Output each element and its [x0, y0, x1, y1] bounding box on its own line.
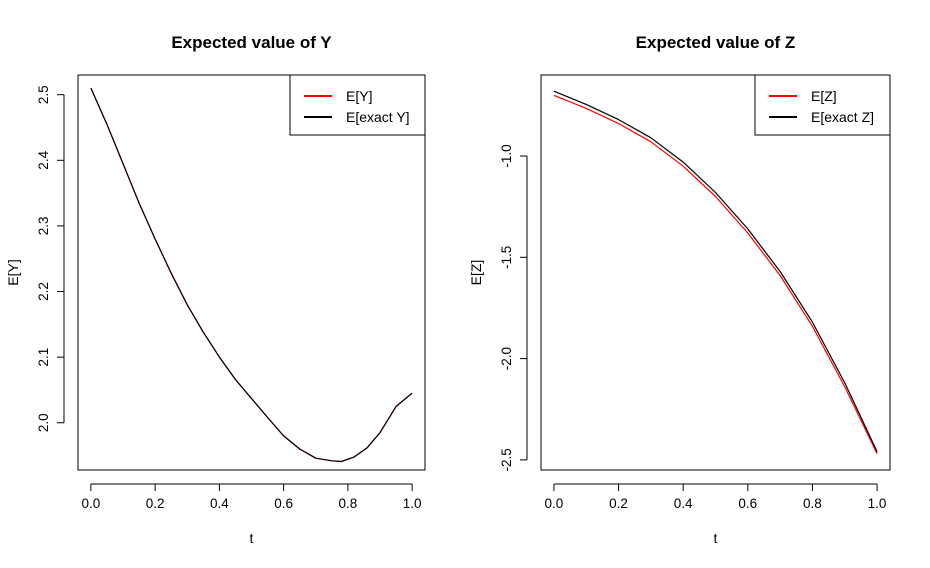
x-tick-label: 1.0 [403, 496, 422, 511]
chart-panel-1: Expected value of Y 0.0 0.2 0.4 0.6 0.8 1.0 2.0… [5, 33, 426, 546]
x-tick-label: 0.0 [81, 496, 100, 511]
x-tick-label: 1.0 [868, 496, 887, 511]
series-line-1 [90, 87, 413, 463]
x-tick-label: 0.4 [210, 496, 229, 511]
y-tick-label: 2.0 [36, 413, 51, 432]
x-axis-label: t [714, 530, 718, 546]
y-axis-label: E[Y] [5, 259, 21, 285]
chart-title: Expected value of Y [171, 33, 332, 52]
x-tick-label: 0.4 [674, 496, 693, 511]
y-tick-label: 2.2 [36, 282, 51, 301]
legend-label: E[exact Z] [811, 109, 874, 125]
y-tick-label: 2.5 [36, 85, 51, 104]
y-tick-label: -1.0 [499, 144, 514, 167]
legend-label: E[Y] [346, 88, 372, 104]
y-tick-label: -1.5 [499, 246, 514, 269]
series-line-1 [553, 94, 878, 455]
legend-box [754, 74, 891, 136]
plot-frame [77, 74, 426, 471]
x-axis-label: t [250, 530, 254, 546]
x-tick-label: 0.8 [338, 496, 357, 511]
chart-title: Expected value of Z [636, 33, 796, 52]
y-tick-label: 2.3 [36, 217, 51, 236]
chart-panel-2: Expected value of Z 0.0 0.2 0.4 0.6 0.8 1.0 -1.… [468, 33, 891, 546]
legend-label: E[Z] [811, 88, 837, 104]
legend-label: E[exact Y] [346, 109, 410, 125]
x-tick-label: 0.0 [545, 496, 564, 511]
series-line-2 [90, 87, 413, 463]
y-tick-label: -2.0 [499, 347, 514, 370]
series-line-2 [553, 90, 878, 453]
y-axis-label: E[Z] [468, 260, 484, 286]
x-tick-label: 0.6 [738, 496, 757, 511]
y-tick-label: 2.1 [36, 348, 51, 367]
legend-box [289, 74, 426, 136]
x-tick-label: 0.6 [274, 496, 293, 511]
plot-frame [540, 74, 891, 471]
y-tick-label: -2.5 [499, 448, 514, 471]
y-tick-label: 2.4 [36, 150, 51, 169]
x-tick-label: 0.2 [609, 496, 628, 511]
x-tick-label: 0.2 [146, 496, 165, 511]
x-tick-label: 0.8 [803, 496, 822, 511]
